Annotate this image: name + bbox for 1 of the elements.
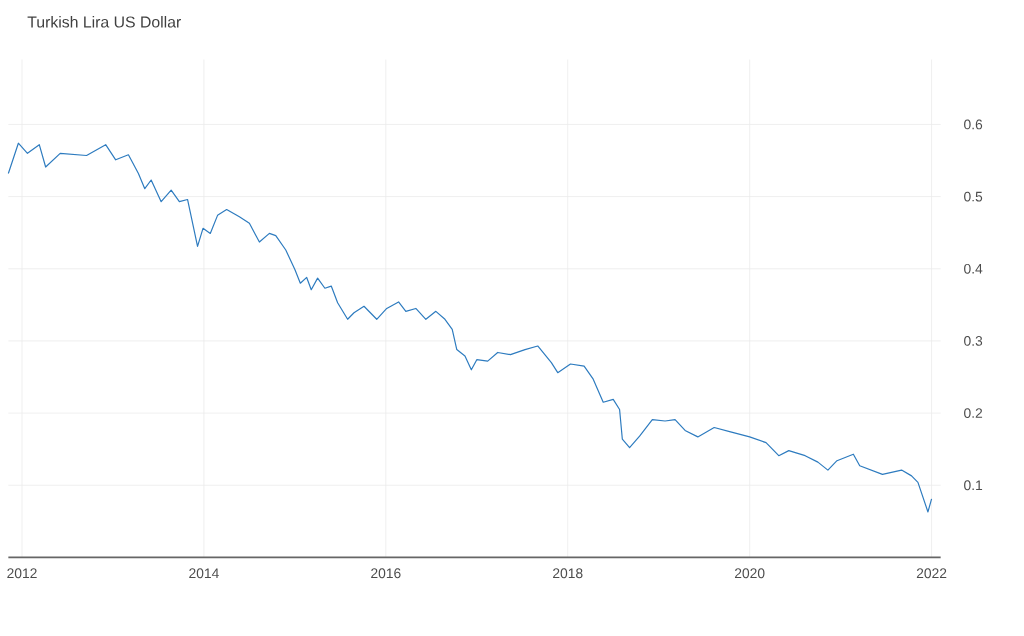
- line-series: [7, 142, 933, 513]
